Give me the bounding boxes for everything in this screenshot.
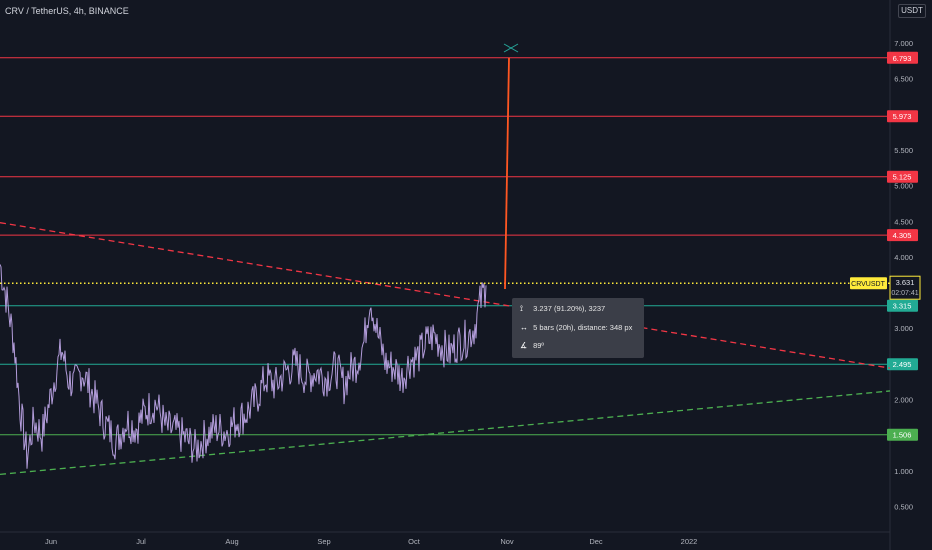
current-price-countdown: 02:07:41	[891, 290, 918, 297]
level-price-box-1	[887, 110, 918, 123]
x-tick-label-5: Nov	[500, 537, 514, 546]
level-price-box-4	[887, 299, 918, 312]
x-tick-label-6: Dec	[589, 537, 603, 546]
x-tick-label-1: Jul	[136, 537, 146, 546]
level-price-box-2	[887, 170, 918, 183]
y-tick-label-9: 5.000	[894, 182, 913, 191]
measure-tooltip: ⟟ 3.237 (91.20%), 3237 ↔ 5 bars (20h), d…	[512, 298, 644, 358]
current-price-label: 3.631	[896, 278, 915, 287]
price-series-line	[0, 264, 487, 469]
trendline-down	[0, 222, 891, 369]
measure-price-row: ⟟ 3.237 (91.20%), 3237	[520, 303, 605, 315]
measure-bars-row: ↔ 5 bars (20h), distance: 348 px	[520, 322, 632, 334]
measure-price-change: 3.237 (91.20%), 3237	[533, 304, 606, 313]
y-tick-label-13: 7.000	[894, 39, 913, 48]
measure-angle-row: ∡ 89º	[520, 340, 544, 352]
measure-bars-distance: 5 bars (20h), distance: 348 px	[533, 323, 633, 332]
trendline-up	[0, 390, 891, 476]
level-price-label-2: 5.125	[893, 173, 912, 182]
x-tick-label-2: Aug	[225, 537, 238, 546]
x-tick-label-4: Oct	[408, 537, 421, 546]
level-price-box-5	[887, 358, 918, 371]
y-tick-label-10: 5.500	[894, 146, 913, 155]
y-tick-label-7: 4.000	[894, 253, 913, 262]
y-tick-label-8: 4.500	[894, 217, 913, 226]
level-price-box-3	[887, 229, 918, 242]
level-price-box-6	[887, 428, 918, 441]
level-price-label-0: 6.793	[893, 54, 912, 63]
target-cross-b	[503, 43, 519, 53]
y-tick-label-12: 6.500	[894, 75, 913, 84]
date-range-icon: ↔	[520, 323, 528, 332]
symbol-title: CRV / TetherUS, 4h, BINANCE	[5, 6, 129, 16]
level-price-label-3: 4.305	[893, 231, 912, 240]
current-price-box	[889, 275, 921, 300]
current-symbol-box	[850, 277, 887, 290]
current-symbol-label: CRVUSDT	[851, 281, 885, 288]
measure-angle: 89º	[533, 341, 545, 350]
price-range-icon: ⟟	[520, 304, 523, 313]
level-price-label-4: 3.315	[893, 302, 912, 311]
level-price-label-5: 2.495	[893, 360, 912, 369]
x-tick-label-0: Jun	[45, 537, 57, 546]
x-tick-label-7: 2022	[681, 537, 698, 546]
y-tick-label-1: 1.000	[894, 467, 913, 476]
x-tick-label-3: Sep	[317, 537, 330, 546]
level-price-label-6: 1.506	[893, 431, 912, 440]
angle-icon: ∡	[520, 341, 528, 350]
level-price-box-0	[887, 51, 918, 64]
y-tick-label-0: 0.500	[894, 502, 913, 511]
currency-selector[interactable]: USDT	[898, 4, 926, 18]
measure-projection-line	[504, 57, 510, 290]
level-price-label-1: 5.973	[893, 112, 912, 121]
y-tick-label-5: 3.000	[894, 324, 913, 333]
y-tick-label-3: 2.000	[894, 396, 913, 405]
